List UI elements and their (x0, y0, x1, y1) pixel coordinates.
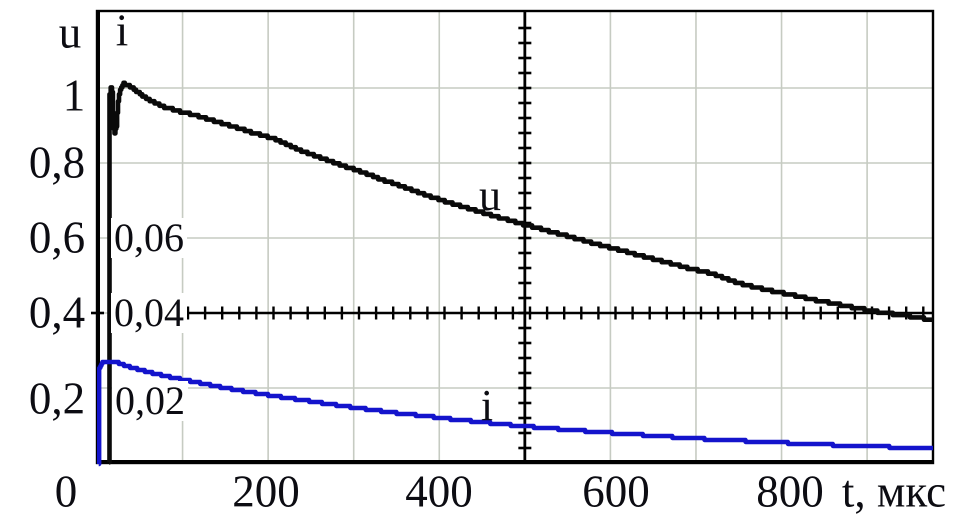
x-axis-caption: t, мкс (841, 466, 947, 517)
x-tick-label-800: 800 (756, 466, 824, 517)
u-curve (107, 80, 933, 465)
u-axis-caption: u (58, 7, 82, 58)
x-tick-label-600: 600 (582, 466, 650, 517)
curve-label-i: i (480, 381, 494, 430)
plot-border (95, 9, 935, 465)
i-curve (97, 359, 933, 467)
y-tick-label-u-06: 0,6 (28, 212, 86, 263)
y-tick-label-u-02: 0,2 (28, 373, 86, 424)
y-tick-label-u-1: 1 (62, 70, 86, 121)
x-tick-label-200: 200 (232, 466, 300, 517)
x-tick-label-0: 0 (54, 466, 78, 517)
y-tick-label-i-004: 0,04 (111, 293, 187, 333)
y-tick-label-u-04: 0,4 (28, 287, 86, 338)
i-axis-caption: i (115, 5, 129, 56)
y-tick-label-u-08: 0,8 (28, 137, 86, 188)
y-tick-label-i-002: 0,02 (112, 381, 188, 421)
y-tick-label-i-006: 0,06 (111, 218, 187, 258)
x-tick-label-400: 400 (405, 466, 473, 517)
curve-label-u: u (479, 171, 501, 220)
